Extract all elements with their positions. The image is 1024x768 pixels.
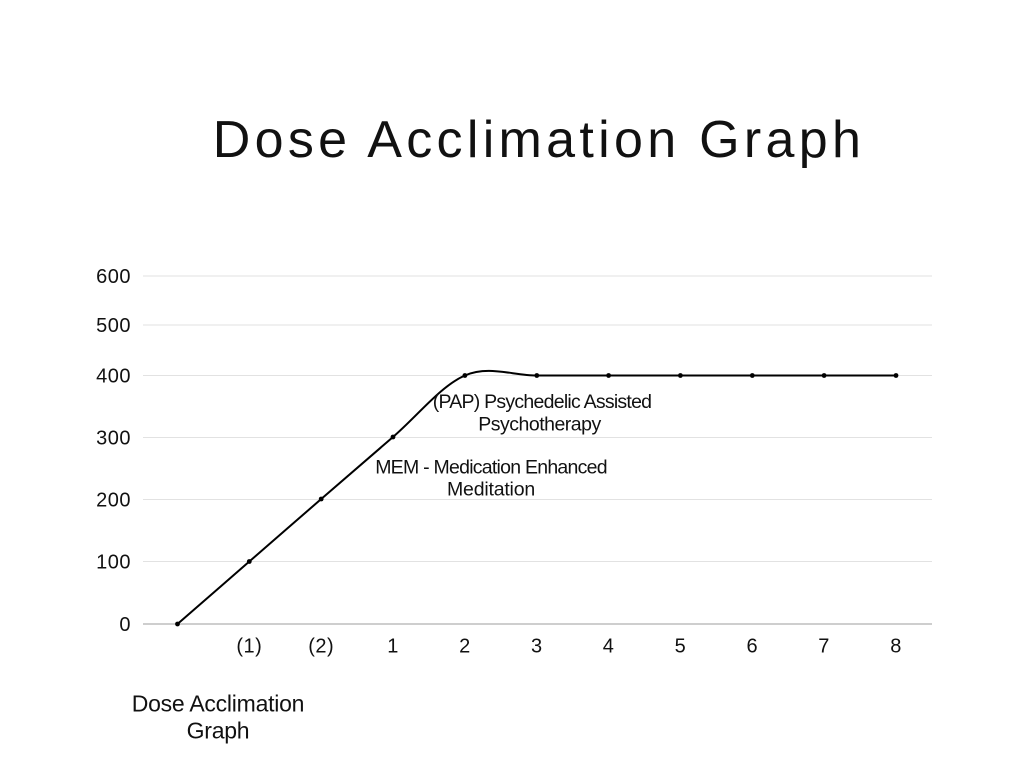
svg-text:(2): (2): [308, 636, 334, 658]
svg-text:Dose Acclimation: Dose Acclimation: [132, 691, 304, 717]
svg-text:8: 8: [890, 636, 902, 658]
svg-text:Psychotherapy: Psychotherapy: [478, 414, 601, 436]
svg-text:400: 400: [96, 366, 131, 388]
svg-text:Meditation: Meditation: [447, 479, 535, 501]
svg-text:200: 200: [96, 490, 131, 512]
svg-text:100: 100: [96, 552, 131, 574]
svg-text:7: 7: [818, 636, 830, 658]
svg-text:1: 1: [387, 636, 399, 658]
svg-text:500: 500: [96, 315, 131, 337]
svg-text:5: 5: [675, 636, 687, 658]
svg-text:2: 2: [459, 636, 471, 658]
svg-text:3: 3: [531, 636, 543, 658]
svg-text:0: 0: [119, 614, 131, 636]
svg-text:(1): (1): [236, 636, 262, 658]
svg-text:300: 300: [96, 428, 131, 450]
svg-text:(PAP) Psychedelic Assisted: (PAP) Psychedelic Assisted: [433, 391, 652, 413]
svg-text:6: 6: [746, 636, 758, 658]
svg-text:600: 600: [96, 266, 131, 288]
svg-text:4: 4: [603, 636, 615, 658]
svg-text:Dose Acclimation Graph: Dose Acclimation Graph: [213, 111, 865, 169]
svg-text:Graph: Graph: [187, 718, 250, 744]
svg-text:MEM - Medication Enhanced: MEM - Medication Enhanced: [375, 457, 607, 479]
